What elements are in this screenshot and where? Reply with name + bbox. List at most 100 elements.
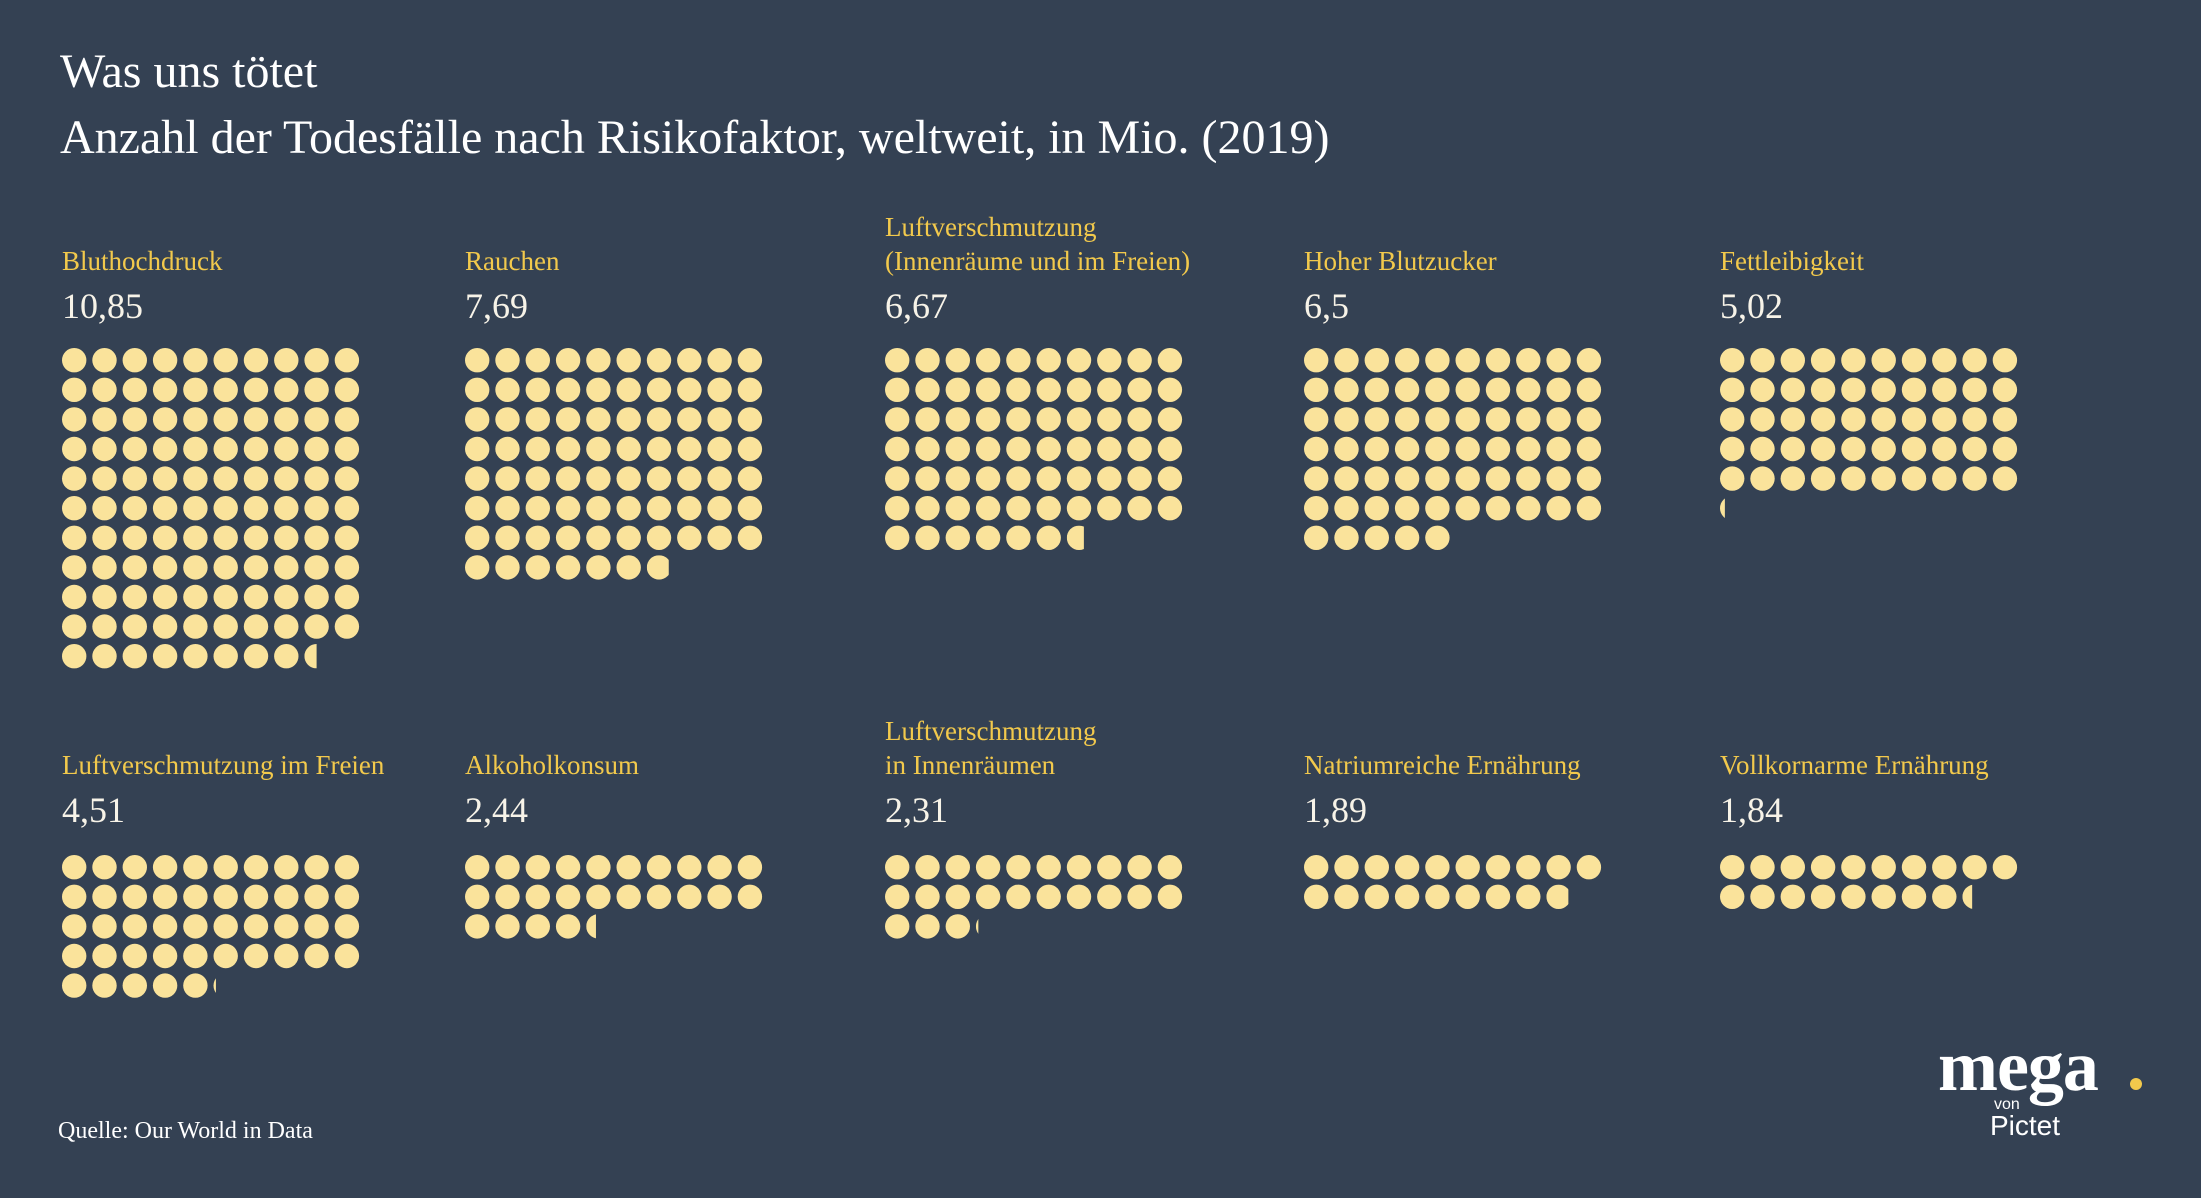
unit-dot bbox=[1304, 466, 1329, 491]
unit-dot bbox=[616, 525, 641, 550]
unit-dot bbox=[1516, 348, 1541, 373]
unit-dot bbox=[122, 855, 147, 880]
unit-dot bbox=[975, 525, 1001, 550]
unit-dot bbox=[1127, 884, 1152, 909]
unit-dot bbox=[1810, 407, 1836, 432]
unit-dot bbox=[334, 407, 360, 432]
unit-dot bbox=[1066, 407, 1092, 432]
unit-dot bbox=[525, 496, 550, 521]
unit-dot bbox=[1546, 466, 1571, 491]
category-value: 2,44 bbox=[465, 790, 528, 830]
unit-dot bbox=[243, 943, 269, 969]
chart-title: Was uns tötet bbox=[60, 45, 318, 98]
unit-dot bbox=[183, 973, 208, 998]
unit-dot bbox=[1304, 407, 1329, 432]
unit-dot bbox=[1127, 855, 1152, 880]
unit-dot bbox=[334, 555, 360, 580]
unit-dot bbox=[1546, 436, 1571, 462]
unit-dot bbox=[1364, 377, 1390, 402]
unit-dot bbox=[304, 407, 329, 432]
unit-dot bbox=[1871, 884, 1896, 909]
unit-dot bbox=[122, 584, 147, 610]
unit-dot bbox=[152, 436, 178, 462]
unit-dot bbox=[465, 348, 490, 373]
unit-dot bbox=[677, 407, 702, 432]
unit-dot bbox=[152, 914, 178, 939]
unit-dot bbox=[1127, 496, 1152, 521]
unit-dot bbox=[915, 377, 940, 402]
unit-dot bbox=[1750, 855, 1775, 880]
unit-dot bbox=[677, 884, 702, 909]
unit-dot bbox=[646, 407, 672, 432]
logo-von: von bbox=[1994, 1096, 2020, 1113]
unit-dot bbox=[616, 555, 641, 580]
unit-dot bbox=[61, 644, 87, 669]
unit-dot bbox=[646, 466, 672, 491]
unit-dot bbox=[1546, 348, 1571, 373]
unit-dot bbox=[1720, 407, 1745, 432]
unit-dot bbox=[1871, 436, 1896, 462]
unit-dot bbox=[1841, 348, 1866, 373]
unit-dot bbox=[1750, 466, 1775, 491]
unit-dot bbox=[122, 496, 147, 521]
unit-dot bbox=[183, 466, 208, 491]
unit-dot bbox=[1720, 377, 1745, 402]
unit-dot bbox=[1962, 377, 1987, 402]
unit-dot bbox=[122, 555, 147, 580]
category-3: Hoher Blutzucker 6,5 bbox=[1304, 246, 1602, 550]
unit-dot bbox=[885, 496, 910, 521]
unit-dot bbox=[737, 377, 763, 402]
category-label: Bluthochdruck bbox=[62, 246, 223, 276]
unit-dot bbox=[92, 555, 117, 580]
unit-dot bbox=[915, 884, 940, 909]
category-value: 7,69 bbox=[465, 286, 528, 326]
unit-dot bbox=[304, 855, 329, 880]
unit-dot bbox=[243, 377, 269, 402]
unit-dot bbox=[945, 914, 970, 939]
unit-dot bbox=[334, 943, 360, 969]
unit-dot bbox=[555, 884, 581, 909]
unit-dot bbox=[915, 914, 940, 939]
unit-dot bbox=[152, 525, 178, 550]
unit-dot bbox=[1425, 348, 1450, 373]
category-label: Natriumreiche Ernährung bbox=[1304, 750, 1581, 780]
unit-dot bbox=[1334, 884, 1359, 909]
unit-dot bbox=[525, 436, 550, 462]
unit-dot bbox=[707, 377, 732, 402]
unit-dot bbox=[1364, 348, 1390, 373]
unit-dot bbox=[92, 525, 117, 550]
unit-dot bbox=[1810, 348, 1836, 373]
unit-dot bbox=[213, 348, 238, 373]
unit-dot bbox=[334, 914, 360, 939]
unit-dot bbox=[1006, 377, 1031, 402]
unit-dot bbox=[1992, 377, 2018, 402]
unit-dot bbox=[1871, 855, 1896, 880]
unit-dot bbox=[1901, 348, 1927, 373]
unit-dot bbox=[915, 407, 940, 432]
category-label: (Innenräume und im Freien) bbox=[885, 246, 1190, 276]
unit-dot bbox=[1394, 496, 1420, 521]
unit-dot bbox=[737, 348, 763, 373]
unit-dot bbox=[1901, 884, 1927, 909]
unit-dot bbox=[1962, 855, 1987, 880]
unit-dot bbox=[495, 884, 520, 909]
unit-dot bbox=[586, 855, 611, 880]
unit-dot bbox=[945, 525, 970, 550]
unit-dot bbox=[1334, 525, 1359, 550]
unit-dot bbox=[1006, 466, 1031, 491]
unit-dot bbox=[1066, 348, 1092, 373]
unit-dot bbox=[1932, 884, 1957, 909]
unit-dot bbox=[61, 348, 87, 373]
unit-dot bbox=[1516, 466, 1541, 491]
unit-dot bbox=[885, 377, 910, 402]
unit-dot bbox=[1841, 377, 1866, 402]
unit-dot bbox=[1425, 855, 1450, 880]
unit-dot bbox=[1334, 377, 1359, 402]
unit-dot bbox=[213, 914, 238, 939]
unit-dot bbox=[1516, 496, 1541, 521]
unit-dot bbox=[885, 436, 910, 462]
category-label: Vollkornarme Ernährung bbox=[1720, 750, 1989, 780]
unit-dot bbox=[92, 348, 117, 373]
category-label: Luftverschmutzung bbox=[885, 716, 1096, 746]
unit-dot bbox=[334, 884, 360, 909]
